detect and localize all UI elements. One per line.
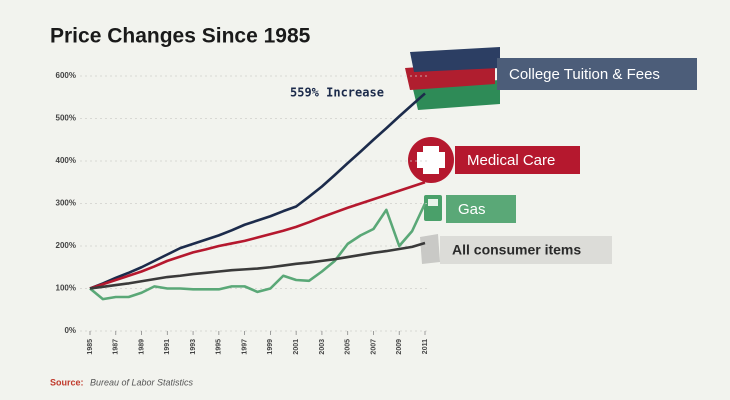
annotation: 559% Increase bbox=[290, 86, 384, 100]
x-tick-label: 1993 bbox=[190, 339, 197, 355]
medical-icon bbox=[408, 137, 454, 183]
legend-label: College Tuition & Fees bbox=[509, 66, 660, 83]
y-tick-label: 400% bbox=[56, 156, 76, 165]
x-tick-label: 2007 bbox=[370, 339, 377, 355]
x-tick-label: 2005 bbox=[345, 339, 352, 355]
gas-icon bbox=[424, 195, 442, 221]
legend-box bbox=[455, 146, 580, 174]
line bbox=[89, 241, 426, 290]
x-tick-label: 1987 bbox=[113, 339, 120, 355]
x-tick-label: 2003 bbox=[319, 339, 326, 355]
line bbox=[89, 202, 427, 301]
source-label: Source: bbox=[50, 377, 84, 387]
x-tick-label: 2011 bbox=[422, 339, 429, 354]
x-tick-label: 1999 bbox=[267, 339, 274, 355]
legend-box bbox=[497, 58, 697, 90]
y-tick-label: 600% bbox=[56, 71, 76, 80]
legend-label: Gas bbox=[458, 201, 486, 218]
x-tick-label: 2001 bbox=[293, 339, 300, 355]
line bbox=[89, 92, 426, 290]
x-tick-label: 1985 bbox=[87, 339, 94, 355]
y-tick-label: 300% bbox=[56, 199, 76, 208]
legend-label: All consumer items bbox=[452, 242, 581, 258]
x-tick-label: 1995 bbox=[216, 339, 223, 355]
bag-icon bbox=[420, 234, 440, 264]
y-tick-label: 0% bbox=[64, 326, 76, 335]
books-icon bbox=[405, 47, 500, 110]
x-tick-label: 1991 bbox=[164, 339, 171, 355]
y-tick-label: 100% bbox=[56, 284, 76, 293]
y-tick-label: 500% bbox=[56, 114, 76, 123]
y-tick-label: 200% bbox=[56, 241, 76, 250]
x-tick-label: 2009 bbox=[396, 339, 403, 355]
x-tick-label: 1989 bbox=[138, 339, 145, 355]
legend-box bbox=[440, 236, 612, 264]
legend-box bbox=[446, 195, 516, 223]
line bbox=[89, 181, 426, 290]
x-tick-label: 1997 bbox=[241, 339, 248, 355]
legend-label: Medical Care bbox=[467, 152, 555, 169]
source-text: Bureau of Labor Statistics bbox=[90, 377, 194, 387]
chart-title: Price Changes Since 1985 bbox=[50, 25, 311, 48]
